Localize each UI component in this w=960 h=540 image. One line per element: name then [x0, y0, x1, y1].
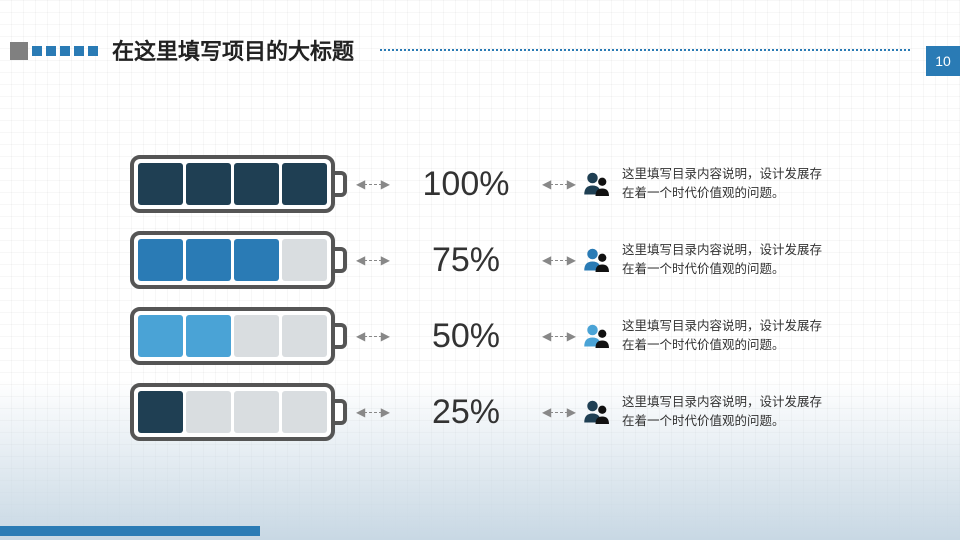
battery-cell	[234, 315, 279, 357]
percent-label: 50%	[396, 317, 536, 356]
connector-arrow: ◀▶	[360, 184, 386, 185]
battery-icon	[130, 155, 350, 213]
battery-cell	[186, 391, 231, 433]
battery-cell	[282, 315, 327, 357]
page-number-badge: 10	[926, 46, 960, 76]
battery-cell	[282, 239, 327, 281]
info-row: ◀▶ 50% ◀▶ 这里填写目录内容说明，设计发展存在着一个时代价值观的问题。	[130, 302, 830, 370]
people-icon	[582, 397, 612, 427]
battery-cell	[138, 315, 183, 357]
info-row: ◀▶ 100% ◀▶ 这里填写目录内容说明，设计发展存在着一个时代价值观的问题。	[130, 150, 830, 218]
connector-arrow: ◀▶	[360, 336, 386, 337]
decor-square	[88, 46, 98, 56]
percent-label: 75%	[396, 241, 536, 280]
content-area: ◀▶100%◀▶ 这里填写目录内容说明，设计发展存在着一个时代价值观的问题。◀▶…	[130, 150, 830, 454]
description-text: 这里填写目录内容说明，设计发展存在着一个时代价值观的问题。	[622, 317, 830, 355]
battery-nub	[335, 399, 347, 425]
battery-icon	[130, 307, 350, 365]
description-text: 这里填写目录内容说明，设计发展存在着一个时代价值观的问题。	[622, 393, 830, 431]
battery-cell	[138, 391, 183, 433]
header: 在这里填写项目的大标题 10	[0, 28, 960, 64]
people-icon	[582, 321, 612, 351]
battery-cell	[234, 239, 279, 281]
battery-nub	[335, 171, 347, 197]
battery-icon	[130, 231, 350, 289]
percent-label: 100%	[396, 165, 536, 204]
page-title: 在这里填写项目的大标题	[112, 34, 354, 66]
description-text: 这里填写目录内容说明，设计发展存在着一个时代价值观的问题。	[622, 165, 830, 203]
people-icon	[582, 169, 612, 199]
slide: 在这里填写项目的大标题 10 ◀▶ 100% ◀▶ 这里填写目录内容说明，设计发展存…	[0, 0, 960, 540]
decor-square	[32, 46, 42, 56]
battery-cell	[282, 391, 327, 433]
battery-cell	[234, 391, 279, 433]
page-number: 10	[935, 53, 951, 69]
description-block: 这里填写目录内容说明，设计发展存在着一个时代价值观的问题。	[582, 241, 830, 279]
battery-cell	[186, 163, 231, 205]
battery-icon	[130, 383, 350, 441]
battery-cell	[186, 239, 231, 281]
description-text: 这里填写目录内容说明，设计发展存在着一个时代价值观的问题。	[622, 241, 830, 279]
footer-accent-bar	[0, 526, 260, 536]
connector-arrow: ◀▶	[360, 412, 386, 413]
connector-arrow: ◀▶	[546, 184, 572, 185]
description-block: 这里填写目录内容说明，设计发展存在着一个时代价值观的问题。	[582, 317, 830, 355]
battery-body	[130, 307, 335, 365]
connector-arrow: ◀▶	[546, 336, 572, 337]
description-block: 这里填写目录内容说明，设计发展存在着一个时代价值观的问题。	[582, 393, 830, 431]
battery-cell	[282, 163, 327, 205]
connector-arrow: ◀▶	[546, 260, 572, 261]
battery-nub	[335, 247, 347, 273]
battery-cell	[234, 163, 279, 205]
description-block: 这里填写目录内容说明，设计发展存在着一个时代价值观的问题。	[582, 165, 830, 203]
battery-nub	[335, 323, 347, 349]
connector-arrow: ◀▶	[546, 412, 572, 413]
info-row: ◀▶ 75% ◀▶ 这里填写目录内容说明，设计发展存在着一个时代价值观的问题。	[130, 226, 830, 294]
header-decor-squares	[10, 42, 98, 60]
battery-cell	[138, 239, 183, 281]
battery-body	[130, 155, 335, 213]
battery-cell	[186, 315, 231, 357]
percent-label: 25%	[396, 393, 536, 432]
connector-arrow: ◀▶	[360, 260, 386, 261]
people-icon	[582, 245, 612, 275]
header-dotted-line	[380, 49, 910, 51]
info-row: ◀▶ 25% ◀▶ 这里填写目录内容说明，设计发展存在着一个时代价值观的问题。	[130, 378, 830, 446]
decor-square	[46, 46, 56, 56]
decor-square	[60, 46, 70, 56]
decor-square-big	[10, 42, 28, 60]
battery-body	[130, 231, 335, 289]
battery-cell	[138, 163, 183, 205]
decor-square	[74, 46, 84, 56]
battery-body	[130, 383, 335, 441]
